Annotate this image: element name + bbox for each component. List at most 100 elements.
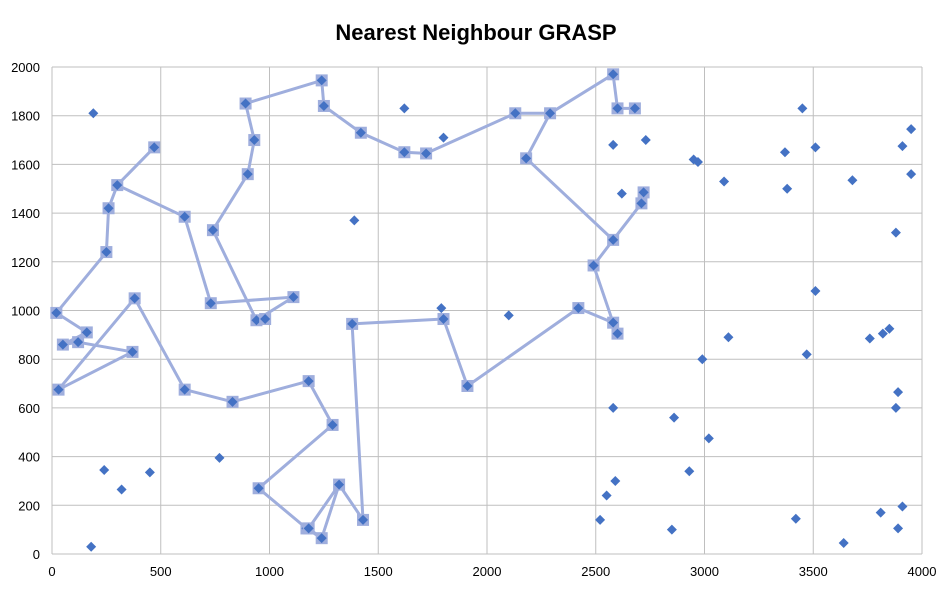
route-node-point (327, 419, 338, 430)
data-point (790, 513, 801, 524)
data-point (692, 156, 703, 167)
data-points (50, 68, 917, 552)
data-point (666, 524, 677, 535)
data-point (864, 333, 875, 344)
data-point (906, 124, 917, 135)
data-point (897, 141, 908, 152)
route-node-point (399, 147, 410, 158)
data-point (436, 303, 447, 314)
chart-title: Nearest Neighbour GRASP (335, 20, 616, 45)
data-point (608, 402, 619, 413)
route-node-point (253, 483, 264, 494)
data-point (847, 175, 858, 186)
route-node-point (521, 153, 532, 164)
x-tick-label: 0 (48, 564, 55, 579)
route-node-point (438, 314, 449, 325)
data-point (595, 514, 606, 525)
data-point (838, 538, 849, 549)
x-tick-label: 3000 (690, 564, 719, 579)
route-node-point (629, 103, 640, 114)
y-tick-label: 1600 (11, 157, 40, 172)
x-tick-label: 2000 (473, 564, 502, 579)
data-point (877, 328, 888, 339)
route-node-point (81, 327, 92, 338)
route-node-point (638, 187, 649, 198)
route-node-point (316, 533, 327, 544)
data-point (616, 188, 627, 199)
route-node-point (127, 346, 138, 357)
data-point (719, 176, 730, 187)
data-point (601, 490, 612, 501)
data-point (810, 286, 821, 297)
x-tick-label: 3500 (799, 564, 828, 579)
route-node-point (347, 318, 358, 329)
data-point (144, 467, 155, 478)
route-node-point (57, 339, 68, 350)
data-point (99, 464, 110, 475)
y-axis-tick-labels: 0 200 400 600 800 1000 1200 1400 1600 1800 2000 (11, 60, 40, 562)
data-point (88, 108, 99, 119)
route-node-point (179, 384, 190, 395)
data-point (810, 142, 821, 153)
data-point (797, 103, 808, 114)
route-node-point (240, 98, 251, 109)
y-tick-label: 2000 (11, 60, 40, 75)
route-node-point (545, 108, 556, 119)
route-node-point (462, 380, 473, 391)
route-node-point (112, 180, 123, 191)
data-point (890, 227, 901, 238)
data-point (893, 387, 904, 398)
x-tick-label: 500 (150, 564, 172, 579)
y-tick-label: 1400 (11, 206, 40, 221)
route-node-point (205, 298, 216, 309)
route-node-point (129, 293, 140, 304)
route-node-point (421, 148, 432, 159)
route-node-point (316, 75, 327, 86)
route-node-point (318, 100, 329, 111)
data-point (669, 412, 680, 423)
data-point (893, 523, 904, 534)
route-node-point (303, 376, 314, 387)
route-node-point (242, 169, 253, 180)
data-point (399, 103, 410, 114)
data-point (890, 402, 901, 413)
x-tick-label: 2500 (581, 564, 610, 579)
data-point (116, 484, 127, 495)
data-point (610, 475, 621, 486)
route-node-point (573, 303, 584, 314)
route-node-point (51, 307, 62, 318)
y-tick-label: 400 (18, 450, 40, 465)
x-axis-tick-labels: 0 500 1000 1500 2000 2500 3000 3500 4000 (48, 564, 936, 579)
route-node-point (612, 103, 623, 114)
route-node-point (303, 523, 314, 534)
y-tick-label: 1000 (11, 304, 40, 319)
y-tick-label: 1200 (11, 255, 40, 270)
route-node-point (179, 211, 190, 222)
y-tick-label: 800 (18, 352, 40, 367)
data-point (779, 147, 790, 158)
x-tick-label: 1500 (364, 564, 393, 579)
y-tick-label: 1800 (11, 109, 40, 124)
route-node-point (608, 234, 619, 245)
x-tick-label: 4000 (908, 564, 937, 579)
data-point (697, 354, 708, 365)
route-node-point (612, 328, 623, 339)
route-line (54, 238, 619, 540)
route-node-point (334, 479, 345, 490)
route-node-point (260, 314, 271, 325)
route-node-point (608, 317, 619, 328)
data-point (703, 433, 714, 444)
route-node-point (588, 260, 599, 271)
data-point (723, 332, 734, 343)
route-lines (54, 72, 646, 540)
route-node-point (358, 514, 369, 525)
route-node-point (53, 384, 64, 395)
data-point (349, 215, 360, 226)
data-point (214, 452, 225, 463)
data-point (503, 310, 514, 321)
data-point (906, 169, 917, 180)
route-node-point (249, 135, 260, 146)
route-node-point (636, 198, 647, 209)
route-node-point (355, 127, 366, 138)
